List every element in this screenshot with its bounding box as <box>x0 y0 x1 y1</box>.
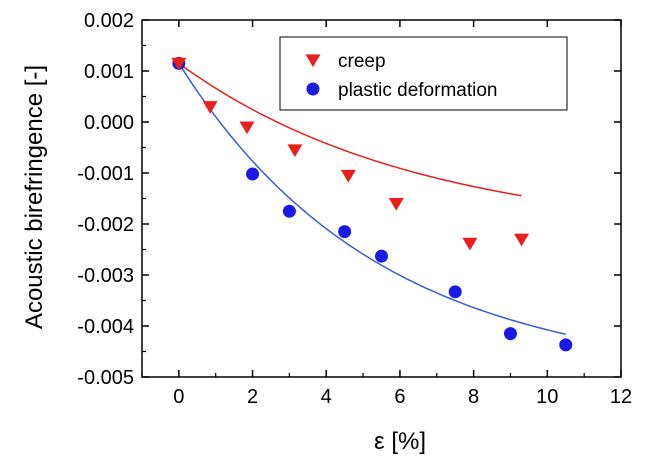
y-axis-title: Acoustic birefringence [-] <box>21 65 48 329</box>
y-tick-label: 0.001 <box>84 61 134 83</box>
legend-marker-plastic-deformation <box>306 82 320 96</box>
data-point-plastic-deformation <box>448 285 462 299</box>
data-point-creep <box>514 233 530 247</box>
y-tick-label: 0.002 <box>84 10 134 32</box>
y-tick-label: -0.004 <box>77 316 134 338</box>
legend-box <box>279 36 568 111</box>
fit-curve-creep <box>178 62 522 197</box>
legend: creep plastic deformation <box>279 36 568 111</box>
data-point-plastic-deformation <box>282 204 296 218</box>
data-point-plastic-deformation <box>246 167 260 181</box>
y-tick-label: -0.001 <box>77 163 134 185</box>
y-tick-label: -0.003 <box>77 265 134 287</box>
fit-curve-plastic-deformation <box>178 62 566 335</box>
x-tick-label: 4 <box>321 386 332 408</box>
x-tick-label: 8 <box>468 386 479 408</box>
data-point-plastic-deformation <box>338 225 352 239</box>
data-point-creep <box>462 237 478 251</box>
x-tick-label: 6 <box>394 386 405 408</box>
x-tick-label: 0 <box>173 386 184 408</box>
data-point-plastic-deformation <box>375 249 388 263</box>
legend-label-creep: creep <box>338 51 386 72</box>
x-tick-label: 2 <box>247 386 258 408</box>
x-axis-title: ε [%] <box>374 428 426 455</box>
data-point-plastic-deformation <box>559 338 573 352</box>
data-point-creep <box>171 57 187 71</box>
y-tick-label: -0.002 <box>77 214 134 236</box>
y-tick-label: 0.000 <box>84 112 134 134</box>
data-point-creep <box>340 169 356 183</box>
data-point-creep <box>287 144 303 158</box>
fit-curves <box>178 62 566 335</box>
data-point-creep <box>202 101 218 114</box>
data-point-creep <box>388 197 404 211</box>
x-tick-label: 12 <box>610 386 632 408</box>
legend-label-plastic-deformation: plastic deformation <box>338 80 497 101</box>
data-markers <box>171 56 573 352</box>
legend-marker-creep <box>305 54 321 68</box>
y-tick-label: -0.005 <box>77 367 134 389</box>
axes <box>141 19 622 378</box>
data-point-plastic-deformation <box>503 327 517 341</box>
x-tick-label: 10 <box>536 386 558 408</box>
tick-labels: 0 2 4 6 8 10 12 0.002 0.001 0.000 -0.001 -0.002 -0.0… <box>77 10 632 408</box>
data-point-creep <box>239 121 255 135</box>
